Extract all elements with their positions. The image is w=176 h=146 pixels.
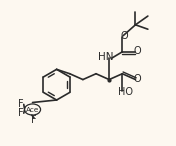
Text: O: O [121,31,128,41]
Text: F: F [31,115,37,125]
Text: HN: HN [98,52,113,62]
Text: O: O [134,74,142,84]
Text: O: O [134,46,142,56]
Text: Ace: Ace [26,106,39,113]
Text: HO: HO [118,87,133,97]
Text: F: F [18,108,24,118]
Text: F: F [18,99,24,109]
